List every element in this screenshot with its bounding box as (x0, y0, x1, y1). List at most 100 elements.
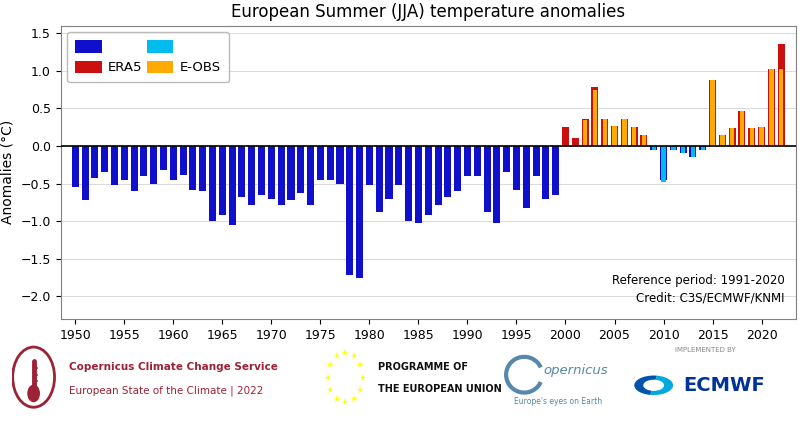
Bar (229, 146, 236, 225)
Bar (710, 80, 715, 146)
Bar (170, 146, 177, 180)
Circle shape (644, 380, 663, 390)
Bar (267, 146, 275, 199)
Bar (120, 146, 128, 180)
Bar (660, 146, 667, 180)
Bar (622, 119, 626, 146)
Text: Reference period: 1991-2020
Credit: C3S/ECMWF/KNMI: Reference period: 1991-2020 Credit: C3S/… (612, 274, 785, 304)
Circle shape (28, 385, 40, 401)
Bar (415, 146, 422, 223)
Bar (671, 146, 675, 151)
Bar (642, 135, 646, 146)
Bar (189, 146, 196, 190)
Bar (326, 146, 334, 180)
Bar (689, 146, 696, 157)
Bar (435, 146, 442, 205)
Text: ECMWF: ECMWF (683, 376, 764, 395)
Bar (632, 127, 637, 146)
Bar (503, 146, 510, 172)
Bar (739, 110, 746, 146)
Text: IMPLEMENTED BY: IMPLEMENTED BY (675, 347, 735, 354)
Bar (336, 146, 343, 184)
Bar (91, 146, 99, 178)
Bar (670, 146, 677, 151)
Bar (730, 128, 734, 146)
Text: Europe's eyes on Earth: Europe's eyes on Earth (514, 397, 602, 406)
Bar (356, 146, 363, 277)
Bar (513, 146, 520, 190)
Bar (777, 45, 785, 146)
Y-axis label: Anomalies (°C): Anomalies (°C) (1, 120, 15, 224)
Bar (709, 80, 716, 146)
Bar (376, 146, 383, 212)
Bar (760, 127, 764, 146)
Bar (532, 146, 540, 176)
Bar (740, 110, 744, 146)
Text: Copernicus Climate Change Service: Copernicus Climate Change Service (69, 362, 278, 372)
Bar (611, 126, 618, 146)
Bar (297, 146, 305, 193)
Bar (248, 146, 255, 205)
Bar (82, 146, 89, 200)
Bar (601, 119, 608, 146)
Bar (150, 146, 158, 184)
Legend: , ERA5, , E-OBS: , ERA5, , E-OBS (67, 32, 229, 82)
Bar (729, 128, 736, 146)
Bar (701, 146, 705, 150)
Bar (317, 146, 324, 180)
Bar (691, 146, 695, 157)
Bar (425, 146, 431, 215)
Wedge shape (650, 376, 673, 395)
Bar (680, 146, 687, 154)
Bar (748, 128, 755, 146)
Bar (750, 128, 754, 146)
Bar (405, 146, 412, 221)
Bar (562, 127, 569, 146)
Bar (621, 119, 628, 146)
Bar (179, 146, 187, 175)
Bar (200, 146, 206, 191)
Bar (101, 146, 108, 172)
Bar (650, 146, 657, 151)
Bar (288, 146, 295, 200)
Bar (641, 135, 647, 146)
Bar (699, 146, 706, 150)
Bar (307, 146, 314, 205)
Bar (209, 146, 216, 221)
Text: European State of the Climate | 2022: European State of the Climate | 2022 (69, 386, 263, 396)
Text: THE EUROPEAN UNION: THE EUROPEAN UNION (378, 383, 502, 393)
Bar (552, 146, 559, 195)
Bar (719, 135, 726, 146)
Bar (542, 146, 549, 199)
Bar (769, 69, 773, 146)
Bar (582, 119, 589, 146)
Bar (395, 146, 402, 185)
Bar (612, 126, 617, 146)
Bar (473, 146, 481, 176)
Bar (523, 146, 530, 208)
Bar (572, 138, 579, 146)
Bar (483, 146, 490, 212)
Bar (347, 146, 353, 275)
Bar (444, 146, 452, 197)
Text: opernicus: opernicus (544, 364, 608, 377)
Bar (366, 146, 373, 185)
Bar (464, 146, 471, 176)
Bar (630, 127, 638, 146)
Bar (661, 146, 666, 182)
Bar (593, 89, 597, 146)
Bar (494, 146, 500, 223)
Bar (779, 69, 784, 146)
Wedge shape (634, 375, 657, 395)
Bar (258, 146, 265, 195)
Bar (768, 69, 775, 146)
Bar (583, 120, 587, 146)
Bar (651, 146, 656, 151)
Bar (72, 146, 79, 187)
Bar (591, 87, 599, 146)
Bar (111, 146, 118, 185)
Bar (385, 146, 393, 199)
Bar (681, 146, 685, 154)
Bar (603, 119, 607, 146)
Bar (278, 146, 284, 205)
